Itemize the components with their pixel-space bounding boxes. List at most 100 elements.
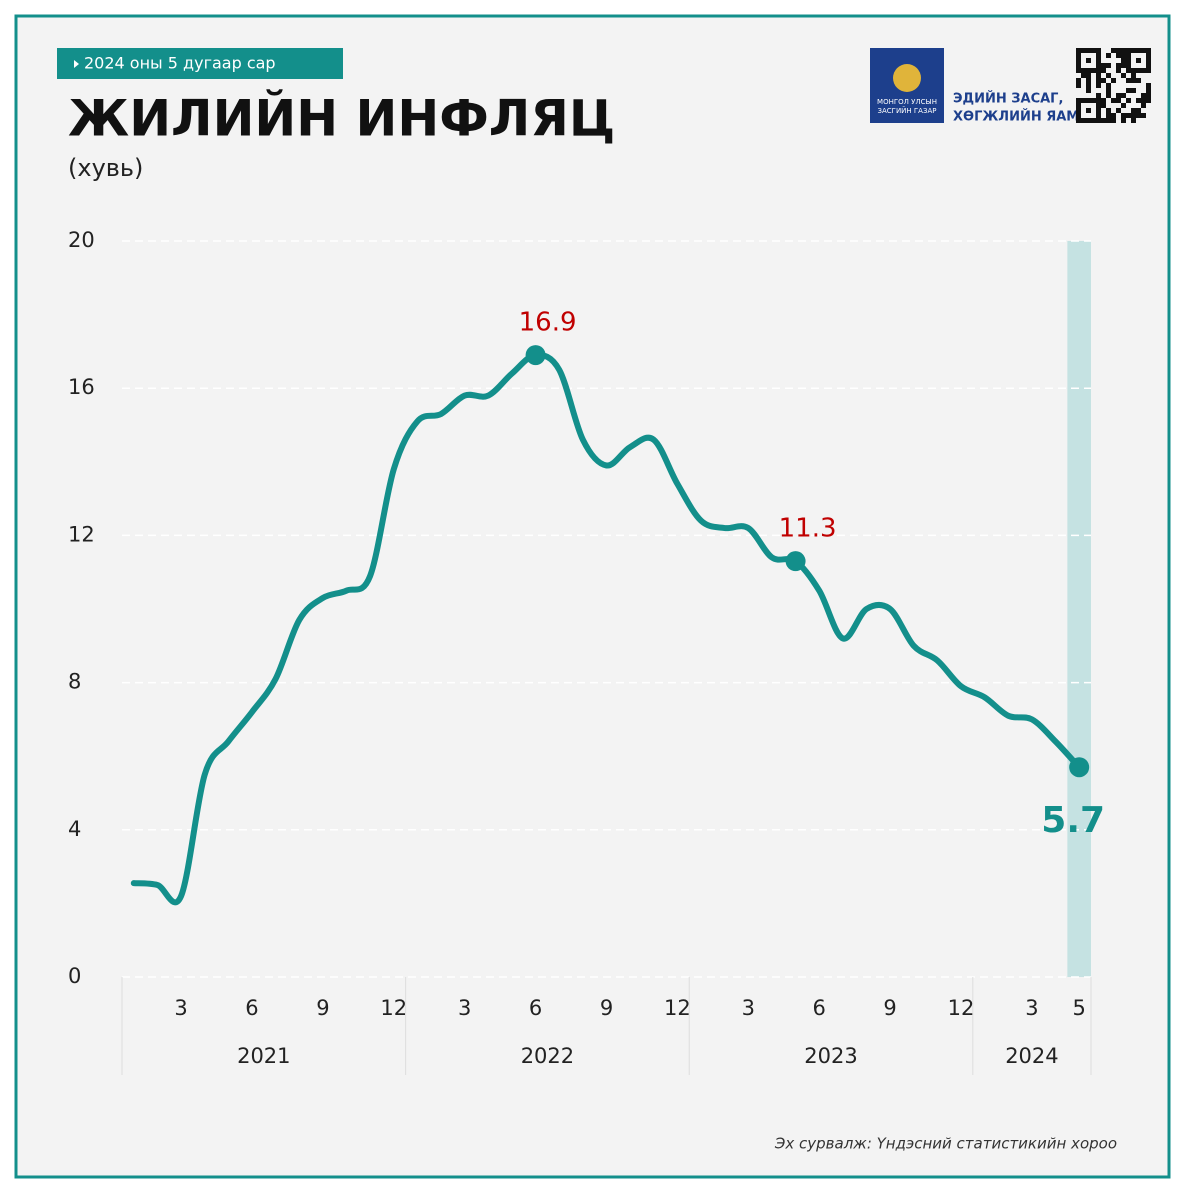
qr-cell [1091,98,1096,103]
qr-cell [1096,53,1101,58]
qr-cell [1111,98,1116,103]
qr-cell [1126,63,1131,68]
qr-cell [1091,48,1096,53]
x-tick-label: 3 [742,996,755,1020]
x-tick-label: 12 [380,996,407,1020]
marker [1069,757,1090,778]
qr-cell [1136,78,1141,83]
y-tick-label: 20 [68,228,95,252]
qr-cell [1146,48,1151,53]
qr-cell [1086,98,1091,103]
qr-cell [1131,73,1136,78]
qr-cell [1111,48,1116,53]
qr-cell [1131,108,1136,113]
qr-cell [1081,73,1086,78]
x-tick-label: 9 [316,996,329,1020]
qr-cell [1136,108,1141,113]
qr-cell [1121,103,1126,108]
source: Эх сурвалж: Үндэсний статистикийн хороо [774,1135,1117,1153]
qr-cell [1106,108,1111,113]
qr-cell [1106,118,1111,123]
qr-cell [1136,58,1141,63]
x-tick-label: 5 [1072,996,1085,1020]
qr-cell [1076,118,1081,123]
logo-text: ЗАСГИЙН ГАЗАР [878,106,937,115]
logo-emblem [893,64,921,92]
qr-cell [1146,93,1151,98]
qr-cell [1126,53,1131,58]
qr-cell [1131,88,1136,93]
qr-cell [1081,68,1086,73]
qr-cell [1141,68,1146,73]
ministry: ХӨГЖЛИЙН ЯАМ [953,109,1079,125]
qr-cell [1126,98,1131,103]
qr-cell [1106,63,1111,68]
qr-cell [1086,83,1091,88]
x-tick-label: 6 [813,996,826,1020]
x-tick-label: 9 [883,996,896,1020]
qr-cell [1096,83,1101,88]
qr-cell [1076,68,1081,73]
qr-cell [1106,113,1111,118]
qr-cell [1076,98,1081,103]
qr-cell [1076,53,1081,58]
qr-cell [1096,93,1101,98]
qr-cell [1076,63,1081,68]
qr-cell [1086,108,1091,113]
qr-cell [1146,83,1151,88]
qr-cell [1086,48,1091,53]
qr-cell [1116,98,1121,103]
qr-cell [1121,93,1126,98]
qr-cell [1141,48,1146,53]
qr-cell [1106,73,1111,78]
qr-cell [1121,118,1126,123]
qr-cell [1126,78,1131,83]
y-tick-label: 0 [68,964,81,988]
qr-cell [1096,58,1101,63]
qr-cell [1146,88,1151,93]
x-tick-label: 12 [664,996,691,1020]
qr-cell [1121,48,1126,53]
qr-cell [1101,78,1106,83]
y-tick-label: 8 [68,670,81,694]
qr-cell [1101,118,1106,123]
qr-cell [1106,93,1111,98]
qr-cell [1136,98,1141,103]
x-tick-label: 3 [1025,996,1038,1020]
x-tick-label: 6 [245,996,258,1020]
qr-cell [1116,48,1121,53]
tag-box [57,48,343,79]
qr-cell [1146,58,1151,63]
data-label: 16.9 [519,308,577,338]
qr-cell [1096,103,1101,108]
qr-cell [1101,98,1106,103]
qr-cell [1111,78,1116,83]
logo-text: МОНГОЛ УЛСЫН [877,98,937,106]
qr-cell [1111,118,1116,123]
qr-cell [1091,68,1096,73]
qr-cell [1116,68,1121,73]
qr-cell [1146,98,1151,103]
qr-cell [1106,53,1111,58]
data-label: 5.7 [1041,800,1105,841]
qr-cell [1141,93,1146,98]
qr-cell [1121,73,1126,78]
qr-cell [1076,103,1081,108]
frame [14,14,1171,1179]
qr-cell [1096,68,1101,73]
x-tick-label: 9 [600,996,613,1020]
qr-cell [1126,113,1131,118]
x-tick-label: 6 [529,996,542,1020]
qr-cell [1131,78,1136,83]
qr-code [1076,48,1151,123]
qr-cell [1121,53,1126,58]
y-tick-label: 16 [68,375,95,399]
qr-cell [1086,68,1091,73]
qr-cell [1096,118,1101,123]
year-label: 2022 [521,1044,574,1068]
qr-cell [1126,88,1131,93]
qr-cell [1136,48,1141,53]
qr-cell [1146,63,1151,68]
data-label: 11.3 [779,514,837,544]
